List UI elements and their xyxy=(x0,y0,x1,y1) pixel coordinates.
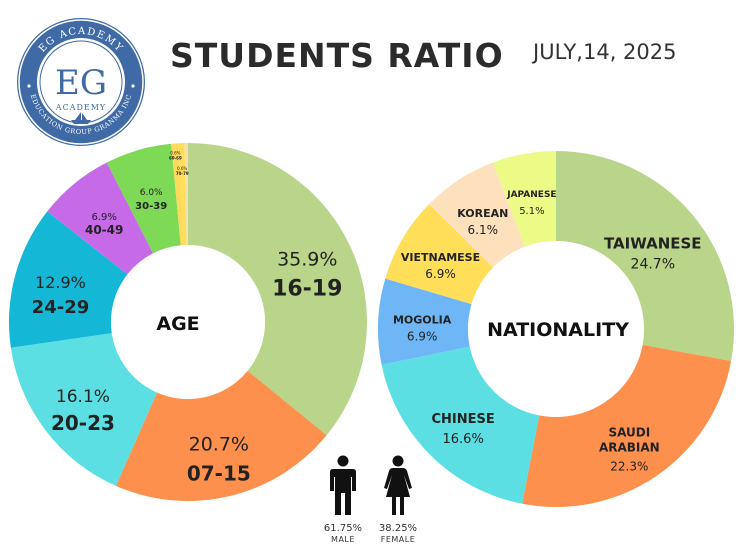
korean-label: KOREAN xyxy=(457,207,508,220)
60-69-value: 0.6% xyxy=(170,150,180,155)
female-label: FEMALE xyxy=(380,535,416,544)
slice-16-19 xyxy=(188,143,367,436)
vietnamese-value: 6.9% xyxy=(425,267,456,281)
saudi-arabian-label-line2: ARABIAN xyxy=(599,440,660,454)
30-39-value: 6.0% xyxy=(140,188,163,198)
report-date: JULY,14, 2025 xyxy=(533,40,677,64)
japanese-label: JAPANESE xyxy=(506,190,556,200)
slice-other xyxy=(184,143,188,246)
chinese-label: CHINESE xyxy=(432,412,495,427)
logo-sub-text: ACADEMY xyxy=(55,103,106,112)
16-19-value: 35.9% xyxy=(277,248,337,270)
20-23-value: 16.1% xyxy=(56,387,110,407)
nationality-slices xyxy=(378,151,734,507)
taiwanese-label: TAIWANESE xyxy=(604,234,702,252)
slice-20-23 xyxy=(10,333,157,486)
age-donut-hole xyxy=(111,245,265,399)
16-19-label: 16-19 xyxy=(272,276,342,301)
slice-taiwanese xyxy=(556,151,734,362)
slice-30-39 xyxy=(106,143,181,254)
mogolia-label: MOGOLIA xyxy=(393,313,452,326)
star-icons xyxy=(27,84,135,88)
slice-korean xyxy=(429,162,525,268)
male-percent: 61.75% xyxy=(323,523,363,534)
vietnamese-label: VIETNAMESE xyxy=(401,251,480,264)
male-icon xyxy=(330,455,356,515)
slice-saudi-arabian xyxy=(522,344,732,507)
30-39-label: 30-39 xyxy=(135,201,167,212)
40-49-label: 40-49 xyxy=(85,223,123,237)
slice-70-79 xyxy=(177,143,187,246)
60-69-label: 60-69 xyxy=(169,155,182,160)
age-slices xyxy=(9,143,367,501)
slice-vietnamese xyxy=(385,204,494,305)
male-label: MALE xyxy=(331,535,355,544)
slice-40-49 xyxy=(47,162,154,275)
slice-japanese xyxy=(493,151,556,247)
07-15-label: 07-15 xyxy=(187,461,251,485)
07-15-value: 20.7% xyxy=(189,433,249,455)
20-23-label: 20-23 xyxy=(51,411,115,435)
mogolia-value: 6.9% xyxy=(407,329,438,343)
page-title: STUDENTS RATIO xyxy=(170,36,504,75)
female-stat: 38.25% FEMALE xyxy=(368,455,428,544)
slice-60-69 xyxy=(171,143,184,246)
japanese-value: 5.1% xyxy=(519,206,544,217)
saudi-arabian-value: 22.3% xyxy=(610,459,648,473)
24-29-value: 12.9% xyxy=(35,273,86,292)
nationality-donut-hole xyxy=(468,241,644,417)
24-29-label: 24-29 xyxy=(32,297,90,318)
chinese-value: 16.6% xyxy=(443,432,484,447)
female-icon xyxy=(384,455,412,515)
eg-academy-logo: EG ACADEMY EDUCATION GROUP GRANMA INC EG… xyxy=(17,18,145,146)
40-49-value: 6.9% xyxy=(91,212,116,223)
logo-initials: EG xyxy=(55,63,107,103)
slice-mogolia xyxy=(378,278,472,365)
age-chart-title: AGE xyxy=(156,313,199,335)
nationality-chart-title: NATIONALITY xyxy=(487,319,629,341)
slice-07-15 xyxy=(115,370,327,501)
saudi-arabian-label: SAUDI xyxy=(608,425,650,439)
ship-icon xyxy=(71,112,91,124)
slice-chinese xyxy=(381,346,540,504)
slice-24-29 xyxy=(9,211,128,348)
age-donut-chart: AGE 35.9% 16-19 20.7% 07-15 16.1% 20-23 12.9% 2… xyxy=(9,143,367,501)
taiwanese-value: 24.7% xyxy=(631,256,675,272)
70-79-value: 0.6% xyxy=(177,166,187,171)
age-labels: 35.9% 16-19 20.7% 07-15 16.1% 20-23 12.9% 24-29… xyxy=(32,150,343,485)
korean-value: 6.1% xyxy=(468,223,499,237)
70-79-label: 70-79 xyxy=(176,171,189,176)
male-stat: 61.75% MALE xyxy=(313,455,373,544)
female-percent: 38.25% xyxy=(378,523,418,534)
